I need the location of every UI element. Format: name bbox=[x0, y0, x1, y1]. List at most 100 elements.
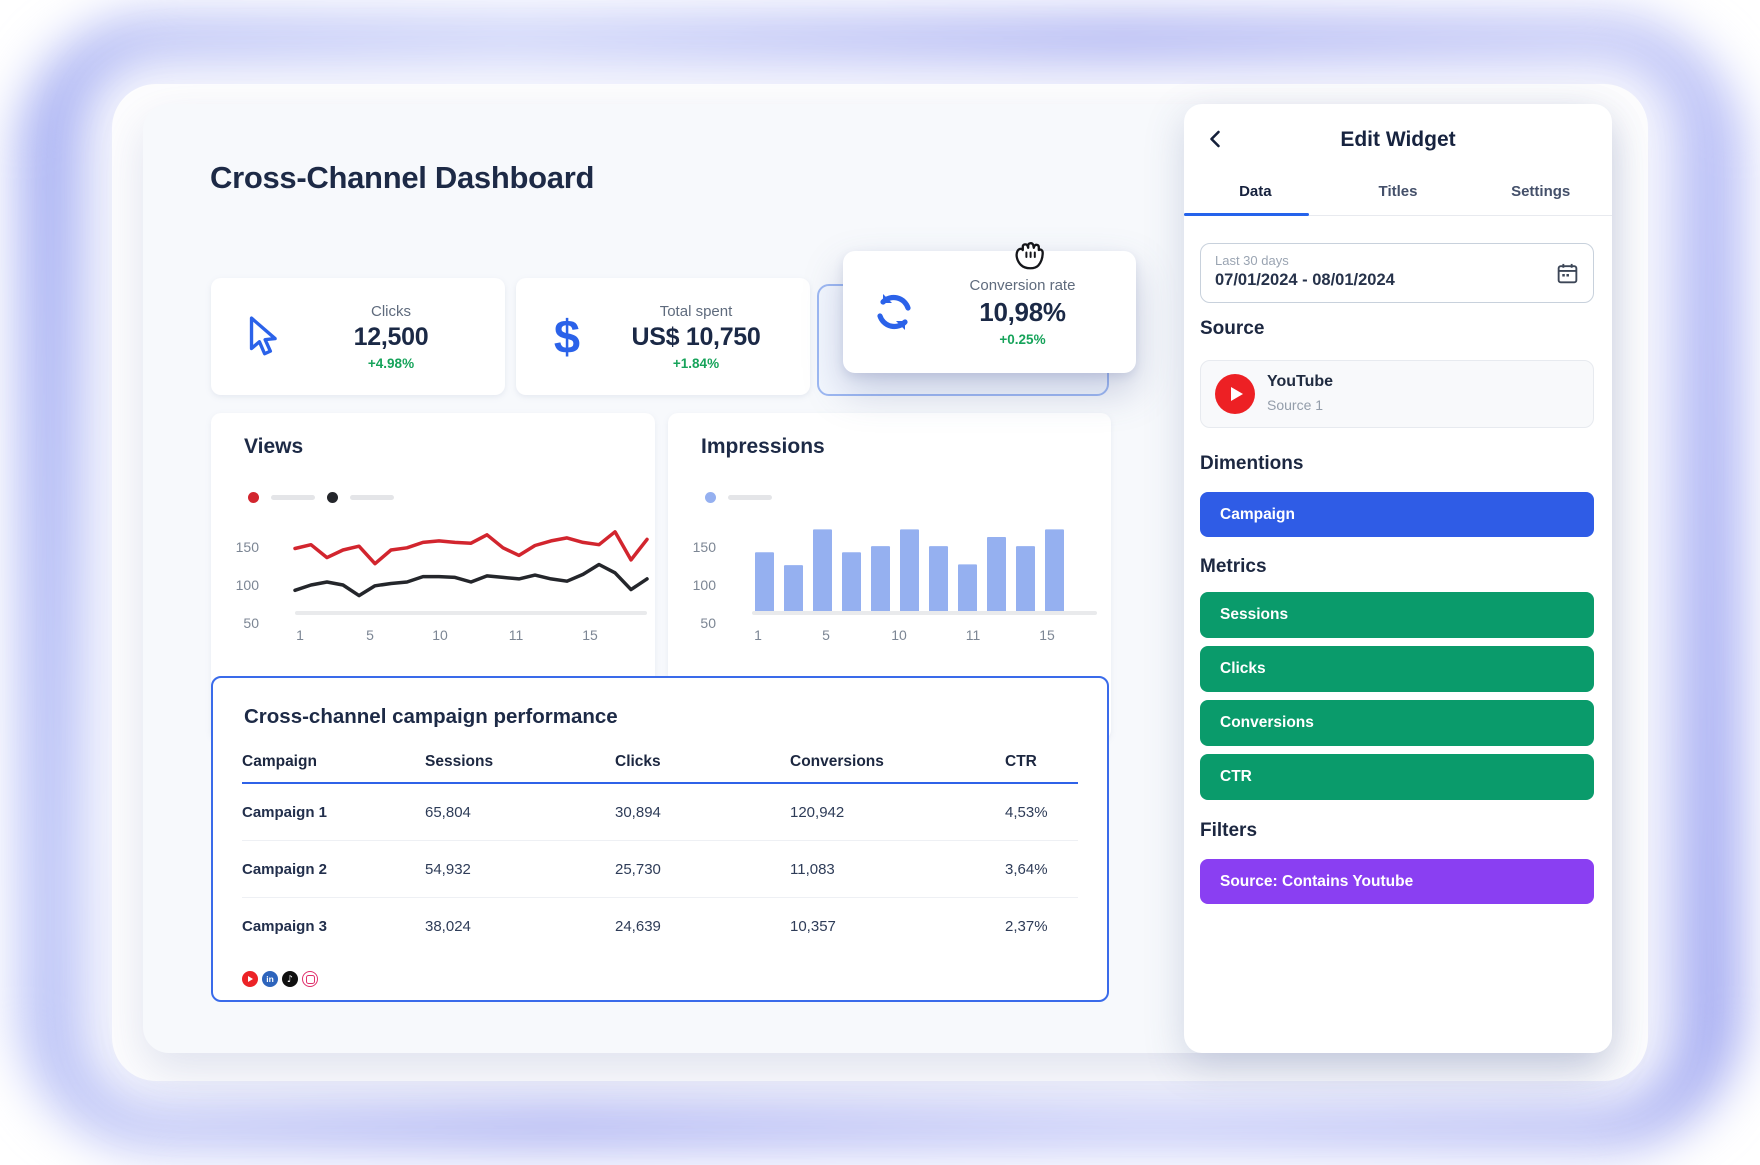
column-header: Sessions bbox=[425, 753, 494, 770]
chevron-left-icon bbox=[1208, 129, 1222, 154]
instagram-icon bbox=[302, 971, 318, 987]
legend-swatch bbox=[271, 494, 315, 500]
y-tick: 150 bbox=[235, 539, 259, 555]
legend-dot-blue bbox=[705, 491, 716, 503]
x-tick: 11 bbox=[965, 627, 981, 643]
chart-title: Impressions bbox=[701, 435, 825, 458]
metric-chip-ctr[interactable]: CTR bbox=[1200, 754, 1594, 800]
y-tick: 50 bbox=[700, 615, 716, 631]
x-tick: 5 bbox=[366, 627, 374, 643]
edit-widget-panel: Edit Widget Data Titles Settings Last 30… bbox=[1184, 104, 1612, 1053]
y-tick: 50 bbox=[243, 615, 259, 631]
filters-heading: Filters bbox=[1200, 820, 1258, 841]
bar bbox=[1016, 546, 1035, 613]
source-item-youtube[interactable]: YouTube Source 1 bbox=[1200, 360, 1594, 428]
bar bbox=[871, 546, 890, 613]
table-cell: 10,357 bbox=[790, 917, 836, 935]
kpi-text: Total spent US$ 10,750 +1.84% bbox=[596, 303, 796, 371]
series-black bbox=[293, 562, 649, 598]
youtube-icon bbox=[242, 971, 258, 987]
bar bbox=[958, 564, 977, 613]
page-title: Cross-Channel Dashboard bbox=[210, 160, 595, 195]
back-button[interactable] bbox=[1202, 128, 1228, 154]
metrics-heading: Metrics bbox=[1200, 556, 1267, 577]
bar-plot bbox=[755, 529, 1064, 613]
source-icons: in ♪ bbox=[242, 971, 318, 987]
legend-dot-red bbox=[248, 491, 259, 503]
table-title: Cross-channel campaign performance bbox=[244, 705, 618, 728]
table-header-row: Campaign Sessions Clicks Conversions CTR bbox=[242, 742, 1078, 784]
kpi-card-conversion-rate-dragging[interactable]: Conversion rate 10,98% +0.25% bbox=[843, 251, 1136, 373]
legend-swatch bbox=[350, 494, 394, 500]
metric-chip-clicks[interactable]: Clicks bbox=[1200, 646, 1594, 692]
campaign-table-card[interactable]: Cross-channel campaign performance Campa… bbox=[211, 676, 1109, 1002]
table-cell: 11,083 bbox=[790, 860, 835, 878]
sync-arrows-icon bbox=[867, 285, 921, 339]
table-cell: 65,804 bbox=[425, 803, 471, 821]
linkedin-icon: in bbox=[262, 971, 278, 987]
y-tick: 150 bbox=[692, 539, 716, 555]
tiktok-icon: ♪ bbox=[282, 971, 298, 987]
kpi-label: Clicks bbox=[371, 302, 411, 320]
bar bbox=[987, 537, 1006, 613]
kpi-text: Clicks 12,500 +4.98% bbox=[291, 303, 491, 371]
table-cell: Campaign 1 bbox=[242, 803, 328, 821]
date-range-field[interactable]: Last 30 days 07/01/2024 - 08/01/2024 bbox=[1200, 243, 1594, 303]
kpi-value: 12,500 bbox=[353, 322, 429, 351]
x-tick: 1 bbox=[296, 627, 304, 643]
table-row: Campaign 1 65,804 30,894 120,942 4,53% bbox=[242, 784, 1078, 840]
x-tick: 11 bbox=[508, 627, 524, 643]
legend-dot-black bbox=[327, 491, 338, 503]
table-cell: 3,64% bbox=[1005, 860, 1048, 878]
x-tick: 10 bbox=[891, 627, 907, 643]
x-axis-line bbox=[295, 611, 647, 615]
bar bbox=[929, 546, 948, 613]
x-tick: 15 bbox=[1039, 627, 1055, 643]
table-cell: 38,024 bbox=[425, 917, 471, 935]
kpi-label: Total spent bbox=[659, 302, 733, 320]
column-header: Conversions bbox=[790, 753, 884, 770]
dimensions-heading: Dimentions bbox=[1200, 453, 1304, 474]
kpi-delta: +1.84% bbox=[672, 355, 720, 371]
bar bbox=[1045, 529, 1064, 613]
table-cell: Campaign 3 bbox=[242, 917, 328, 935]
chart-title: Views bbox=[244, 435, 304, 458]
x-tick: 5 bbox=[822, 627, 830, 643]
column-header: Campaign bbox=[242, 753, 317, 770]
campaign-table: Campaign Sessions Clicks Conversions CTR… bbox=[242, 742, 1078, 954]
tab-settings[interactable]: Settings bbox=[1511, 183, 1571, 200]
kpi-label: Conversion rate bbox=[969, 277, 1076, 294]
table-cell: 25,730 bbox=[615, 860, 661, 878]
metric-chip-conversions[interactable]: Conversions bbox=[1200, 700, 1594, 746]
panel-title: Edit Widget bbox=[1340, 128, 1456, 151]
kpi-card-clicks[interactable]: Clicks 12,500 +4.98% bbox=[211, 278, 505, 395]
kpi-value: 10,98% bbox=[979, 297, 1066, 327]
kpi-card-total-spent[interactable]: $ Total spent US$ 10,750 +1.84% bbox=[516, 278, 810, 395]
table-cell: 54,932 bbox=[425, 860, 471, 878]
tab-titles[interactable]: Titles bbox=[1378, 183, 1418, 200]
column-header: Clicks bbox=[615, 753, 661, 770]
date-range-label: Last 30 days bbox=[1215, 253, 1289, 268]
cursor-arrow-icon bbox=[235, 310, 289, 364]
line-plot bbox=[293, 530, 649, 598]
source-heading: Source bbox=[1200, 318, 1265, 339]
filter-chip-source-contains-youtube[interactable]: Source: Contains Youtube bbox=[1200, 859, 1594, 904]
series-red bbox=[293, 530, 649, 566]
youtube-icon bbox=[1215, 374, 1255, 414]
x-tick: 1 bbox=[754, 627, 762, 643]
kpi-delta: +4.98% bbox=[367, 355, 415, 371]
source-name: YouTube bbox=[1267, 373, 1334, 390]
metric-chip-sessions[interactable]: Sessions bbox=[1200, 592, 1594, 638]
table-cell: 2,37% bbox=[1005, 917, 1048, 935]
bar bbox=[842, 552, 861, 613]
tab-data[interactable]: Data bbox=[1184, 168, 1327, 216]
dimension-chip-campaign[interactable]: Campaign bbox=[1200, 492, 1594, 537]
bar bbox=[900, 529, 919, 613]
column-header: CTR bbox=[1005, 753, 1037, 770]
source-subtitle: Source 1 bbox=[1267, 397, 1324, 413]
kpi-value: US$ 10,750 bbox=[631, 322, 761, 351]
bar bbox=[755, 552, 774, 613]
table-cell: Campaign 2 bbox=[242, 860, 328, 878]
y-tick: 100 bbox=[235, 577, 259, 593]
